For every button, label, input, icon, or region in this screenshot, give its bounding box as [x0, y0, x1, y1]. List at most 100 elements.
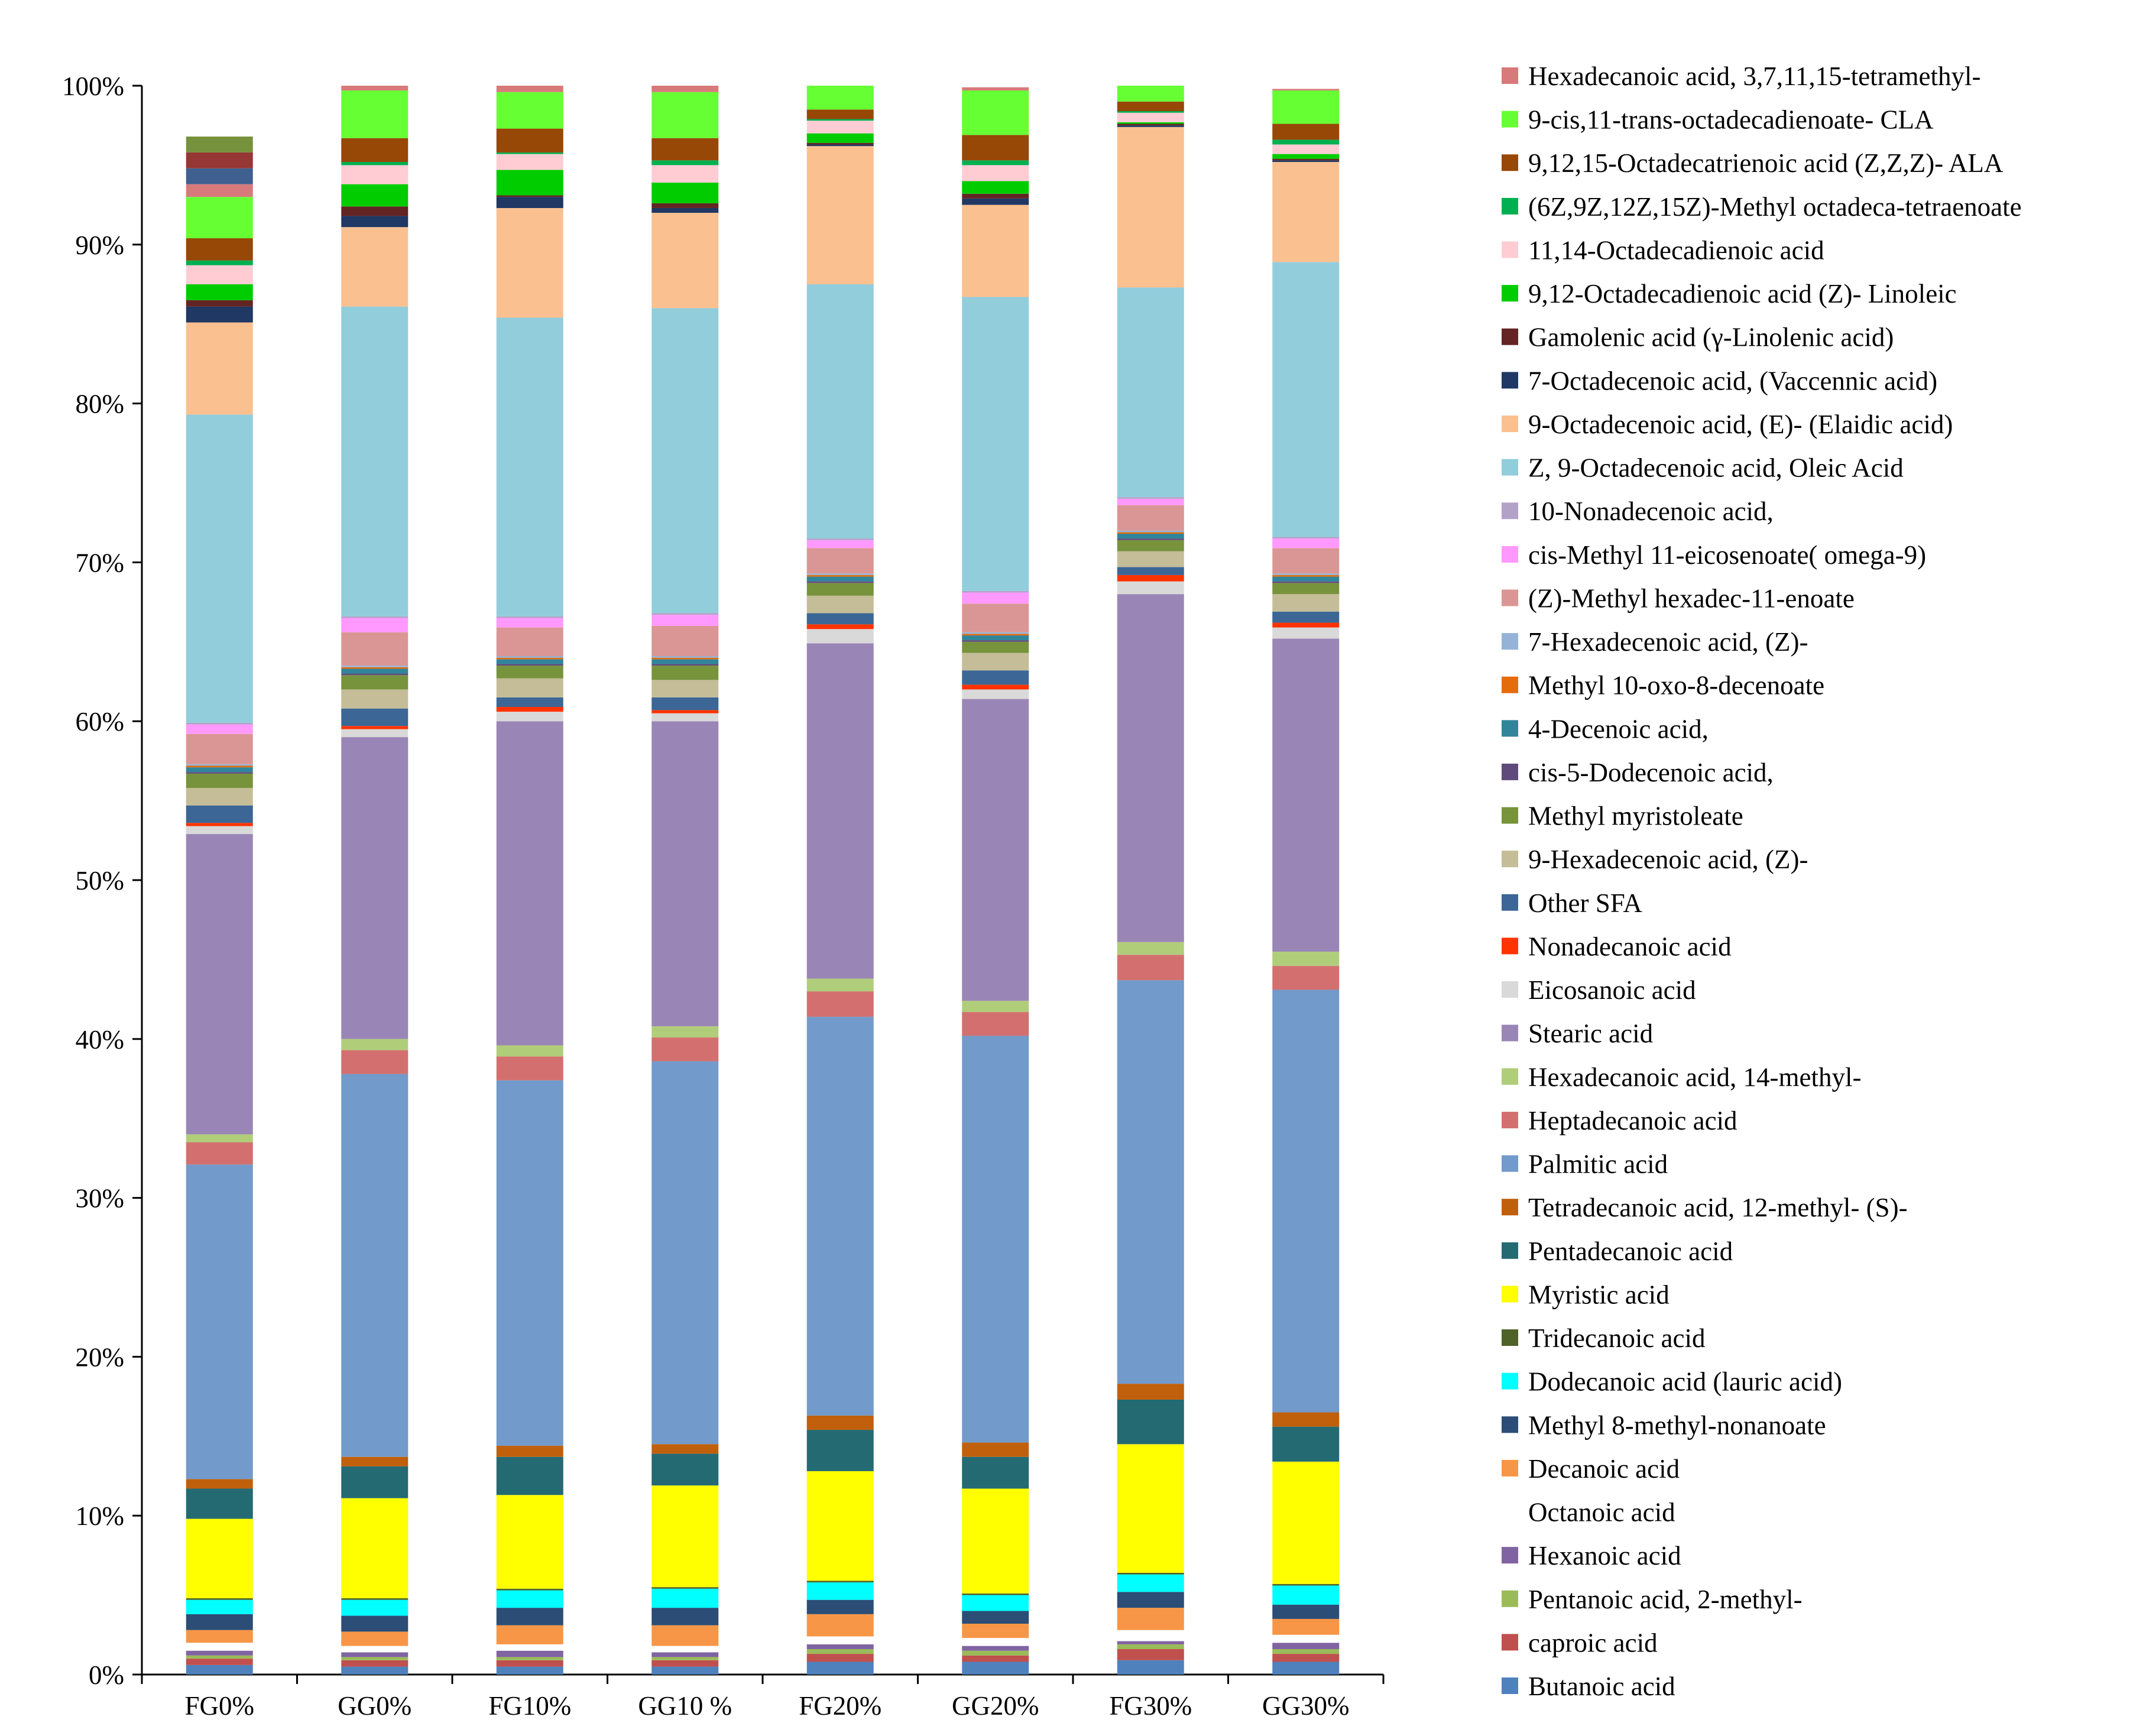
y-tick-label: 100%: [62, 72, 124, 101]
legend-label: 9-cis,11-trans-octadecadienoate- CLA: [1528, 105, 1934, 135]
legend-item: cis-5-Dodecenoic acid,: [1502, 758, 1774, 787]
legend-item: Decanoic acid: [1502, 1454, 1680, 1484]
bar-segment: [962, 634, 1029, 636]
bar-segment: [806, 1649, 874, 1654]
legend-swatch: [1502, 1547, 1518, 1564]
bar-segment: [806, 595, 874, 614]
bar-segment: [1117, 1641, 1184, 1644]
bar-segment: [496, 1590, 563, 1608]
bar-segment: [1117, 1384, 1184, 1400]
bar-segment: [1272, 1426, 1340, 1462]
bar-segment: [186, 826, 253, 835]
legend-swatch: [1502, 1286, 1518, 1303]
legend-item: Octanoic acid: [1502, 1498, 1675, 1527]
bar-segment: [1117, 1644, 1184, 1649]
bar-segment: [962, 590, 1029, 593]
legend-label: 9,12-Octadecadienoic acid (Z)- Linoleic: [1528, 279, 1957, 309]
legend-swatch: [1502, 1111, 1518, 1128]
bar-segment: [651, 1652, 719, 1657]
bar-segment: [1117, 538, 1184, 540]
bar-segment: [496, 1660, 563, 1667]
bar-segment: [186, 306, 253, 323]
bar-segment: [806, 1471, 874, 1581]
bar-segment: [806, 1430, 874, 1471]
bar-segment: [651, 710, 719, 713]
legend-label: Butanoic acid: [1528, 1672, 1675, 1701]
bar-segment: [341, 1598, 409, 1600]
bar-segment: [341, 162, 409, 166]
bar-segment: [1117, 532, 1184, 534]
bar-segment: [806, 576, 874, 582]
legend-swatch: [1502, 894, 1518, 911]
bar-segment: [186, 764, 253, 766]
bar-segment: [341, 1646, 409, 1653]
bar-segment: [1272, 538, 1340, 549]
y-tick-label: 90%: [76, 231, 125, 260]
bar-segment: [341, 618, 409, 632]
bar-segment: [341, 669, 409, 674]
bar-segment: [651, 659, 719, 664]
bar-segment: [962, 592, 1029, 604]
legend-item: (6Z,9Z,12Z,15Z)-Methyl octadeca-tetraeno…: [1502, 192, 2022, 222]
bar-stack: [186, 137, 253, 1675]
bar-segment: [1272, 124, 1340, 140]
bar-segment: [496, 317, 563, 616]
bar-segment: [341, 689, 409, 709]
bar-segment: [1272, 1604, 1340, 1619]
bar-segment: [651, 1666, 719, 1675]
bar-segment: [341, 1660, 409, 1667]
bar-segment: [496, 659, 563, 664]
bar-segment: [962, 699, 1029, 1001]
bar-segment: [186, 168, 253, 184]
legend-item: Palmitic acid: [1502, 1150, 1668, 1179]
bar-segment: [962, 1638, 1029, 1646]
bar-segment: [651, 203, 719, 208]
bar-segment: [186, 1630, 253, 1643]
legend-item: 7-Hexadecenoic acid, (Z)-: [1502, 627, 1808, 657]
bar-segment: [186, 1164, 253, 1479]
x-tick-label: FG20%: [799, 1691, 881, 1721]
bar-segment: [1272, 581, 1340, 583]
legend-label: 11,14-Octadecadienoic acid: [1528, 235, 1824, 265]
bar-segment: [806, 1415, 874, 1430]
bar-segment: [962, 1650, 1029, 1656]
bar-segment: [496, 616, 563, 618]
bar-segment: [186, 772, 253, 774]
bar-segment: [186, 724, 253, 734]
bar-segment: [806, 86, 874, 110]
legend-label: Hexadecanoic acid, 14-methyl-: [1528, 1062, 1862, 1092]
bar-segment: [1117, 530, 1184, 533]
bar-segment: [651, 657, 719, 660]
bar-segment: [1117, 955, 1184, 981]
legend-swatch: [1502, 1068, 1518, 1085]
bar-segment: [1117, 112, 1184, 122]
bar-segment: [962, 1611, 1029, 1624]
legend-swatch: [1502, 981, 1518, 998]
bar-segment: [496, 1588, 563, 1591]
bar-segment: [962, 635, 1029, 641]
legend-item: Other SFA: [1502, 888, 1642, 918]
legend-label: Methyl 10-oxo-8-decenoate: [1528, 671, 1824, 700]
y-tick-label: 0%: [89, 1660, 124, 1690]
bar-segment: [186, 152, 253, 168]
legend-label: Myristic acid: [1528, 1280, 1670, 1309]
legend-item: Stearic acid: [1502, 1019, 1653, 1049]
bar-segment: [806, 613, 874, 625]
bar-segment: [962, 165, 1029, 181]
bar-segment: [1272, 89, 1340, 91]
bar-segment: [1117, 101, 1184, 112]
bar-segment: [962, 297, 1029, 591]
bar-segment: [496, 154, 563, 170]
bar-segment: [186, 1655, 253, 1659]
bar-segment: [1272, 1412, 1340, 1427]
bar-segment: [1117, 581, 1184, 595]
bar-segment: [496, 1644, 563, 1651]
bar-segment: [806, 581, 874, 583]
bar-segment: [962, 90, 1029, 135]
bar-segment: [651, 308, 719, 614]
bar-segment: [496, 92, 563, 129]
bar-segment: [1117, 575, 1184, 582]
legend-swatch: [1502, 1242, 1518, 1259]
bar-segment: [496, 664, 563, 666]
bar-segment: [186, 734, 253, 764]
